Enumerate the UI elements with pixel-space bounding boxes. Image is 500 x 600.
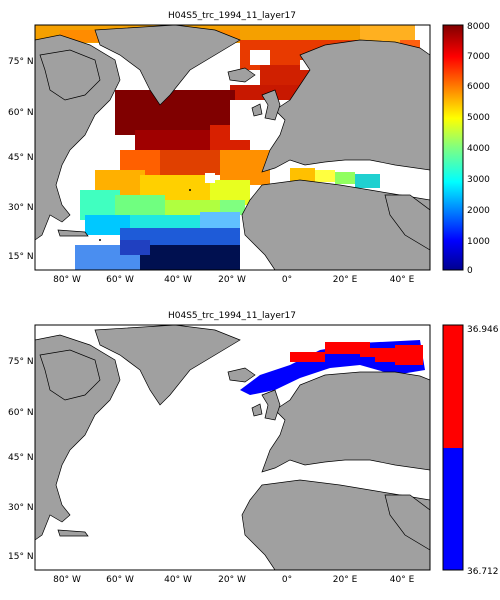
panel1-lon-20e: 20° E	[333, 275, 358, 285]
panel2-lat-75: 75° N	[8, 357, 34, 367]
panel1-lon-40e: 40° E	[390, 275, 415, 285]
cb1-tick-0: 0	[467, 266, 473, 276]
panel2-lon-80w: 80° W	[53, 575, 81, 585]
panel1-lat-45: 45° N	[8, 153, 34, 163]
panel2-lat-30: 30° N	[8, 503, 34, 513]
panel1-lon-80w: 80° W	[53, 275, 81, 285]
panel2-lat-45: 45° N	[8, 453, 34, 463]
panel2-lon-60w: 60° W	[106, 575, 134, 585]
panel2-map	[35, 325, 430, 570]
panel1-lon-20w: 20° W	[218, 275, 246, 285]
panel2-lon-40e: 40° E	[390, 575, 415, 585]
panel2-lon-ticks: 80° W 60° W 40° W 20° W 0° 20° E 40° E	[53, 575, 414, 585]
panel1-lon-0: 0°	[282, 275, 292, 285]
cb2-bottom-label: 36.712	[467, 567, 499, 577]
panel2-land	[35, 325, 430, 570]
cb2-top-label: 36.946	[467, 325, 499, 335]
panel1-lat-30: 30° N	[8, 203, 34, 213]
panel2-frame	[34, 324, 431, 571]
panel2-lat-15: 15° N	[8, 552, 34, 562]
panel1-title: H04S5_trc_1994_11_layer17	[168, 11, 296, 21]
cb1-tick-4000: 4000	[467, 144, 490, 154]
panel2-lon-0: 0°	[282, 575, 292, 585]
cb2-lower	[443, 448, 463, 570]
cb1-tick-1000: 1000	[467, 237, 490, 247]
panel1-lat-75: 75° N	[8, 57, 34, 67]
panel2-lat-60: 60° N	[8, 408, 34, 418]
cb1-tick-2000: 2000	[467, 206, 490, 216]
panel2-lon-20e: 20° E	[333, 575, 358, 585]
panel1-colorbar-ticks: 0 1000 2000 3000 4000 5000 6000 7000 800…	[467, 22, 490, 276]
panel2-lon-20w: 20° W	[218, 575, 246, 585]
cb1-tick-8000: 8000	[467, 22, 490, 32]
cb1-tick-7000: 7000	[467, 52, 490, 62]
panel1-frame	[34, 24, 431, 271]
panel1-land	[35, 25, 430, 270]
panel1-lat-60: 60° N	[8, 108, 34, 118]
panel2-title: H04S5_trc_1994_11_layer17	[168, 311, 296, 321]
panel1-colorbar	[442, 24, 464, 271]
panel1-lat-15: 15° N	[8, 252, 34, 262]
panel2-lon-40w: 40° W	[164, 575, 192, 585]
cb1-tick-6000: 6000	[467, 82, 490, 92]
cb2-upper	[443, 325, 463, 448]
panel1-lon-40w: 40° W	[164, 275, 192, 285]
panel2-colorbar	[442, 324, 464, 571]
cb1-tick-5000: 5000	[467, 113, 490, 123]
panel1-lon-60w: 60° W	[106, 275, 134, 285]
panel1-islands	[99, 189, 191, 241]
panel2-tracer-field	[240, 340, 425, 395]
panel1-lon-ticks: 80° W 60° W 40° W 20° W 0° 20° E 40° E	[53, 275, 414, 285]
cb1-tick-3000: 3000	[467, 175, 490, 185]
panel1-lat-ticks: 75° N 60° N 45° N 30° N 15° N	[8, 57, 34, 262]
panel2-lat-ticks: 75° N 60° N 45° N 30° N 15° N	[8, 357, 34, 562]
panel1-map	[35, 25, 430, 270]
